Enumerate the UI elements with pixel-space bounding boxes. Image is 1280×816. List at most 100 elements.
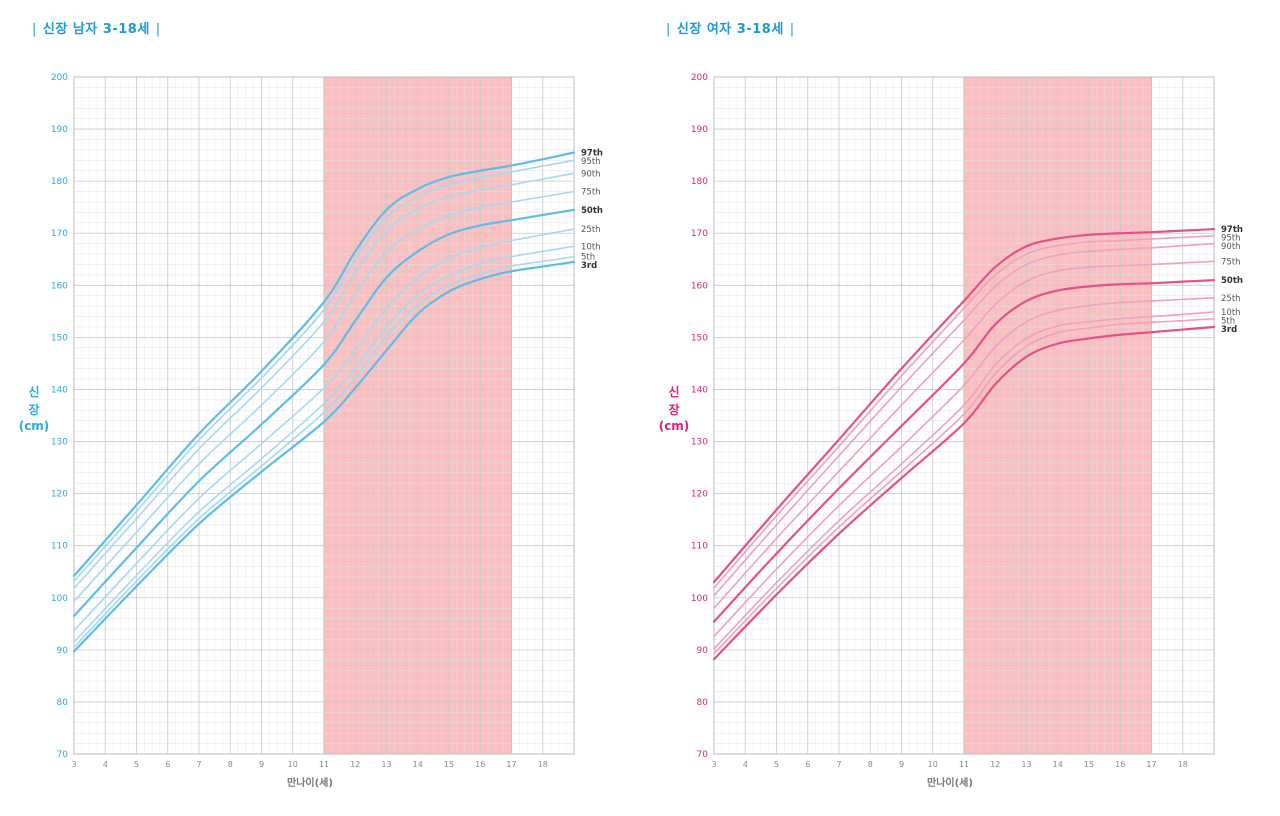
girls-ytick-label: 200 (691, 73, 708, 83)
girls-curve-90th (713, 242, 1215, 597)
girls-series-label-5th: 5th (1221, 316, 1235, 326)
boys-curve-5th (73, 255, 575, 649)
girls-ytick-label: 100 (691, 594, 708, 604)
boys-series-label-50th: 50th (581, 206, 603, 216)
girls-ytick-label: 140 (691, 385, 708, 395)
girls-xtick-label: 8 (868, 760, 873, 769)
girls-x-axis-label: 만나이(세) (927, 776, 973, 789)
boys-y-axis-label: 장 (28, 403, 39, 417)
boys-ytick-label: 180 (51, 177, 68, 187)
boys-curve-25th (73, 228, 575, 632)
girls-xtick-label: 9 (899, 760, 904, 769)
boys-x-axis-label: 만나이(세) (287, 776, 333, 789)
boys-ytick-label: 200 (51, 73, 68, 83)
boys-series-label-90th: 90th (581, 169, 601, 179)
girls-curve-97th (712, 227, 1216, 584)
girls-xtick-label: 16 (1115, 760, 1125, 769)
boys-chart-title: | 신장 남자 3-18세 | (32, 22, 161, 37)
girls-curve-3rd (712, 325, 1216, 661)
boys-curve-90th (73, 172, 575, 590)
boys-curve-97th (72, 151, 576, 577)
boys-xtick-label: 15 (444, 760, 454, 769)
boys-xtick-label: 10 (288, 760, 298, 769)
girls-series-label-25th: 25th (1221, 294, 1241, 304)
girls-series-label-95th: 95th (1221, 234, 1241, 244)
girls-series-label-75th: 75th (1221, 257, 1241, 267)
boys-curve-75th (73, 190, 575, 603)
boys-curve-95th (73, 159, 575, 582)
girls-title-text: 신장 여자 3-18세 (676, 22, 784, 37)
boys-xtick-label: 14 (413, 760, 423, 769)
girls-series-label-97th: 97th (1221, 225, 1243, 235)
girls-curve-10th (713, 311, 1215, 650)
girls-percentile-curves (712, 227, 1216, 661)
girls-ytick-label: 150 (691, 333, 708, 343)
girls-ytick-label: 170 (691, 229, 708, 239)
boys-y-axis-label: 신 (28, 384, 39, 399)
girls-ytick-label: 90 (697, 646, 709, 656)
boys-xtick-label: 5 (134, 760, 139, 769)
boys-ytick-label: 80 (57, 698, 69, 708)
girls-ytick-label: 70 (697, 750, 709, 760)
girls-series-label-90th: 90th (1221, 242, 1241, 252)
girls-series-label-50th: 50th (1221, 276, 1243, 286)
boys-percentile-curves (72, 151, 576, 653)
boys-xtick-label: 9 (259, 760, 264, 769)
girls-y-axis-label: 장 (668, 403, 679, 417)
boys-series-label-3rd: 3rd (581, 261, 597, 271)
girls-plot-frame (713, 76, 1215, 755)
boys-ytick-label: 90 (57, 646, 69, 656)
boys-xtick-label: 3 (71, 760, 76, 769)
boys-title-text: 신장 남자 3-18세 (42, 22, 150, 37)
girls-curve-95th (713, 235, 1215, 589)
boys-xtick-label: 8 (228, 760, 233, 769)
girls-xtick-label: 18 (1178, 760, 1188, 769)
girls-chart-title: | 신장 여자 3-18세 | (666, 22, 795, 37)
girls-curve-25th (713, 297, 1215, 638)
girls-y-axis-label: (cm) (659, 419, 690, 433)
girls-xtick-label: 7 (836, 760, 841, 769)
girls-ytick-label: 160 (691, 281, 708, 291)
boys-xtick-label: 7 (196, 760, 201, 769)
girls-xtick-label: 3 (711, 760, 716, 769)
boys-xtick-label: 4 (103, 760, 108, 769)
boys-xtick-label: 18 (538, 760, 548, 769)
boys-series-label-95th: 95th (581, 157, 601, 167)
boys-chart: 70 80 90 100 110 120 130 140 150 160 170 180 190 200 3… (19, 73, 603, 789)
girls-xtick-label: 13 (1021, 760, 1031, 769)
girls-y-axis-label: 신 (668, 384, 679, 399)
girls-xtick-label: 15 (1084, 760, 1094, 769)
boys-ytick-label: 100 (51, 594, 68, 604)
girls-series-label-3rd: 3rd (1221, 325, 1237, 335)
boys-series-label-97th: 97th (581, 149, 603, 159)
boys-ytick-label: 190 (51, 125, 68, 135)
boys-series-label-10th: 10th (581, 242, 601, 252)
boys-xtick-label: 16 (475, 760, 485, 769)
girls-xtick-label: 17 (1146, 760, 1156, 769)
boys-xtick-label: 17 (506, 760, 516, 769)
boys-xtick-label: 13 (381, 760, 391, 769)
girls-xtick-label: 6 (805, 760, 810, 769)
boys-ytick-label: 170 (51, 229, 68, 239)
girls-ytick-label: 80 (697, 698, 709, 708)
girls-xtick-label: 14 (1053, 760, 1063, 769)
girls-xtick-label: 12 (990, 760, 1000, 769)
boys-plot-frame (73, 76, 575, 755)
girls-curve-5th (713, 317, 1215, 655)
boys-series-label-25th: 25th (581, 225, 601, 235)
boys-ytick-label: 160 (51, 281, 68, 291)
girls-ytick-label: 180 (691, 177, 708, 187)
girls-xtick-label: 11 (959, 760, 969, 769)
boys-curve-3rd (72, 260, 576, 653)
boys-series-label-75th: 75th (581, 188, 601, 198)
girls-ytick-label: 190 (691, 125, 708, 135)
girls-series-label-10th: 10th (1221, 308, 1241, 318)
boys-ytick-label: 130 (51, 438, 68, 448)
boys-xtick-label: 6 (165, 760, 170, 769)
boys-xtick-label: 12 (350, 760, 360, 769)
boys-ytick-label: 110 (51, 542, 68, 552)
girls-curve-50th (712, 279, 1216, 623)
girls-ytick-label: 110 (691, 542, 708, 552)
boys-ytick-label: 120 (51, 490, 68, 500)
